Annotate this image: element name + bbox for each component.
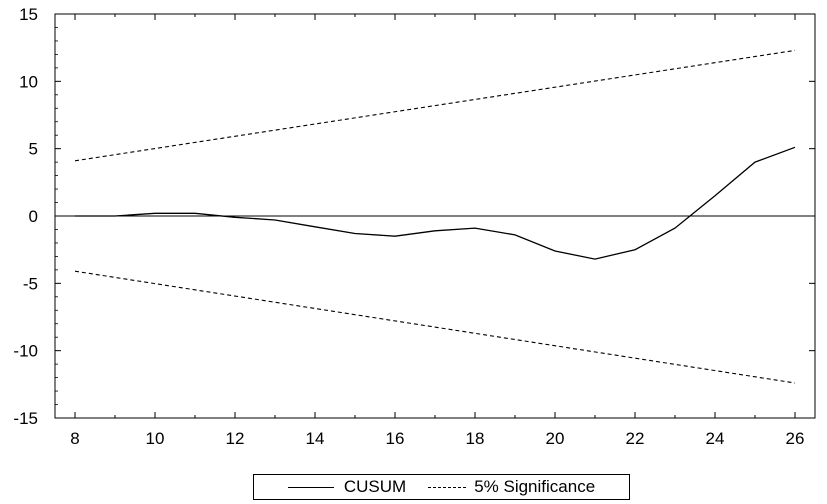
y-axis: -15 -10 -5 0 5 10 15: [13, 5, 815, 428]
significance-line-lower: [74, 270, 796, 384]
y-tick-label: 10: [19, 72, 38, 91]
y-tick-label: -10: [13, 342, 38, 361]
y-tick-label: -15: [13, 409, 38, 428]
x-tick-label: 24: [706, 429, 725, 448]
y-tick-label: 5: [29, 140, 38, 159]
legend-label-cusum: CUSUM: [343, 477, 407, 496]
legend-label-significance: 5% Significance: [474, 477, 596, 496]
legend: CUSUM 5% Significance: [253, 474, 630, 500]
x-tick-label: 10: [146, 429, 165, 448]
x-tick-label: 16: [386, 429, 405, 448]
y-tick-label: -5: [23, 274, 38, 293]
y-tick-label: 0: [29, 207, 38, 226]
significance-line-upper: [74, 49, 796, 162]
x-tick-label: 12: [226, 429, 245, 448]
x-tick-label: 26: [786, 429, 805, 448]
legend-item-cusum: CUSUM: [287, 477, 407, 497]
x-tick-label: 20: [546, 429, 565, 448]
x-tick-label: 8: [70, 429, 79, 448]
x-tick-label: 14: [306, 429, 325, 448]
cusum-line: [75, 146, 796, 260]
legend-swatch-solid: [287, 486, 334, 488]
legend-item-significance: 5% Significance: [406, 477, 595, 497]
legend-swatch-dashed: [428, 486, 467, 488]
series-layer: [74, 49, 796, 384]
x-tick-label: 22: [626, 429, 645, 448]
x-tick-label: 18: [466, 429, 485, 448]
y-tick-label: 15: [19, 5, 38, 24]
x-axis: 8 10 12 14 16 18 20 22 24 26: [70, 14, 804, 448]
